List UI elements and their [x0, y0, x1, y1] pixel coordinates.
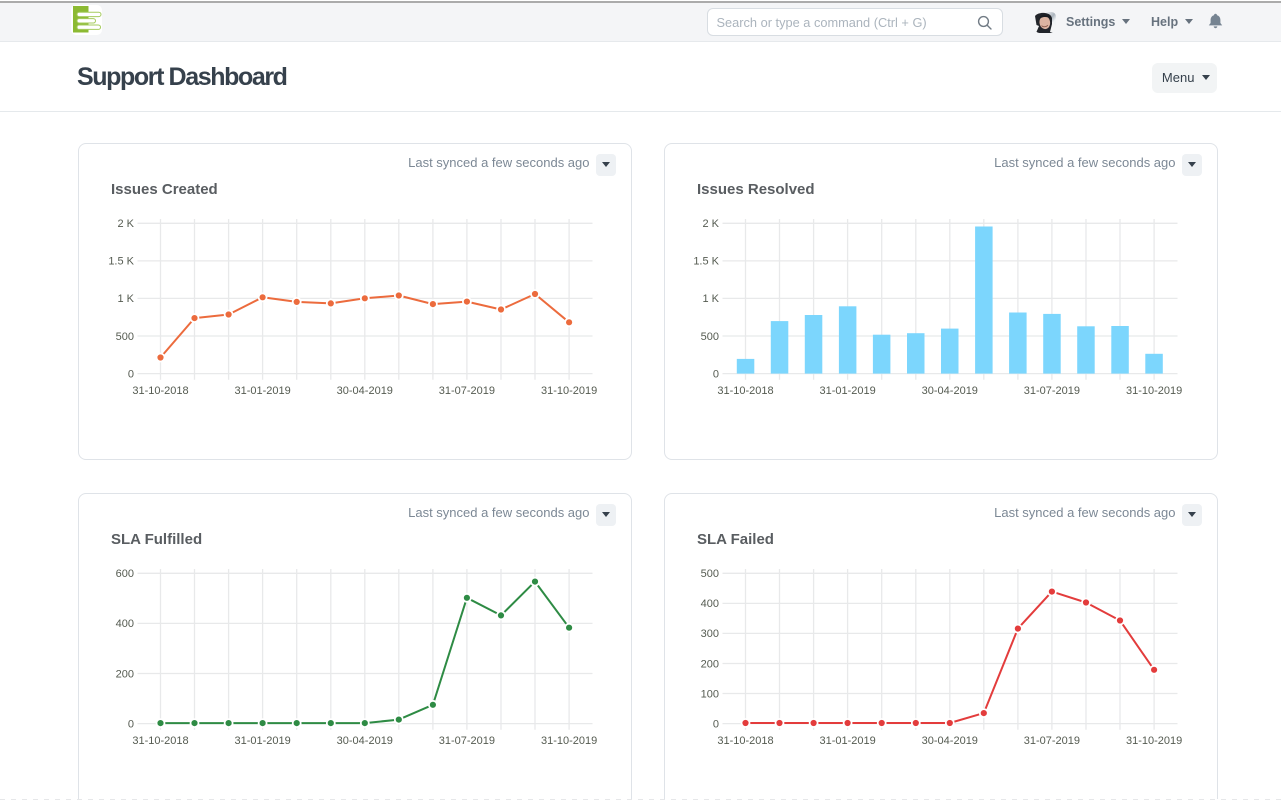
- svg-text:31-10-2019: 31-10-2019: [540, 385, 596, 397]
- svg-text:30-04-2019: 30-04-2019: [336, 385, 392, 397]
- svg-text:400: 400: [700, 598, 718, 610]
- svg-text:500: 500: [115, 330, 133, 342]
- svg-text:31-07-2019: 31-07-2019: [438, 735, 494, 747]
- svg-text:31-01-2019: 31-01-2019: [819, 385, 875, 397]
- svg-text:30-04-2019: 30-04-2019: [921, 385, 977, 397]
- svg-text:31-10-2019: 31-10-2019: [1125, 735, 1181, 747]
- svg-text:31-01-2019: 31-01-2019: [234, 385, 290, 397]
- svg-text:0: 0: [712, 368, 718, 380]
- svg-text:31-10-2018: 31-10-2018: [132, 735, 188, 747]
- svg-text:31-01-2019: 31-01-2019: [234, 735, 290, 747]
- svg-text:1.5 K: 1.5 K: [108, 255, 134, 267]
- svg-text:500: 500: [700, 330, 718, 342]
- svg-text:31-10-2019: 31-10-2019: [540, 735, 596, 747]
- svg-text:200: 200: [115, 668, 133, 680]
- svg-text:31-10-2018: 31-10-2018: [717, 385, 773, 397]
- svg-text:31-07-2019: 31-07-2019: [1023, 735, 1079, 747]
- svg-text:31-10-2018: 31-10-2018: [132, 385, 188, 397]
- svg-text:100: 100: [700, 688, 718, 700]
- svg-text:1 K: 1 K: [702, 293, 719, 305]
- svg-text:30-04-2019: 30-04-2019: [336, 735, 392, 747]
- svg-text:0: 0: [127, 718, 133, 730]
- svg-text:31-07-2019: 31-07-2019: [438, 385, 494, 397]
- svg-text:1 K: 1 K: [117, 293, 134, 305]
- svg-text:30-04-2019: 30-04-2019: [921, 735, 977, 747]
- svg-text:500: 500: [700, 568, 718, 580]
- svg-text:1.5 K: 1.5 K: [693, 255, 719, 267]
- svg-text:2 K: 2 K: [117, 218, 134, 230]
- svg-text:31-10-2018: 31-10-2018: [717, 735, 773, 747]
- svg-text:0: 0: [127, 368, 133, 380]
- svg-text:400: 400: [115, 618, 133, 630]
- svg-text:31-10-2019: 31-10-2019: [1125, 385, 1181, 397]
- svg-text:200: 200: [700, 658, 718, 670]
- svg-text:300: 300: [700, 628, 718, 640]
- svg-text:0: 0: [712, 718, 718, 730]
- svg-text:600: 600: [115, 568, 133, 580]
- svg-text:31-01-2019: 31-01-2019: [819, 735, 875, 747]
- svg-text:31-07-2019: 31-07-2019: [1023, 385, 1079, 397]
- svg-text:2 K: 2 K: [702, 218, 719, 230]
